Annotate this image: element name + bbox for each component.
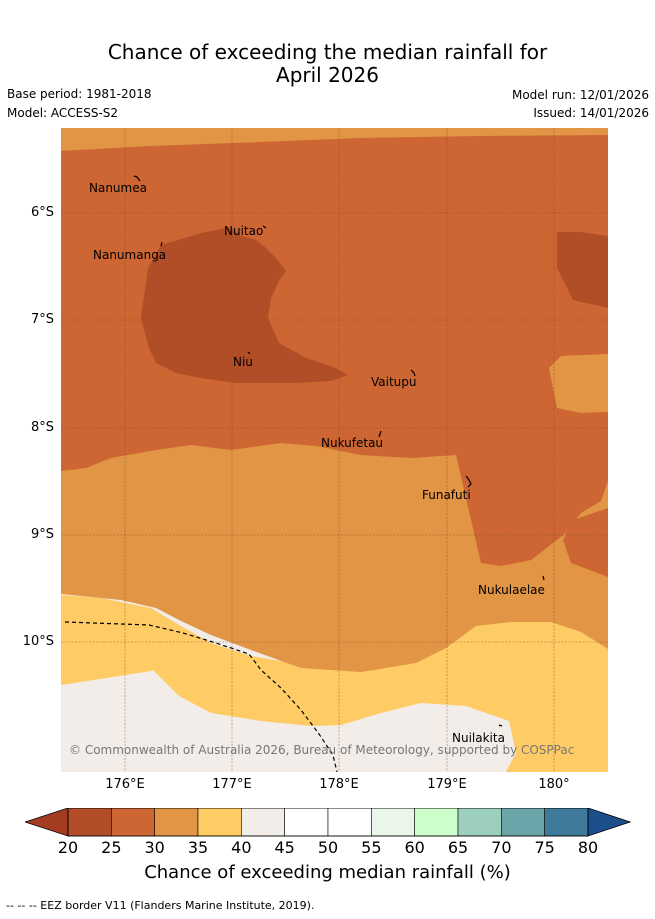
colorbar-label-45: 45 xyxy=(274,838,295,857)
island-nuilakita-shape xyxy=(498,724,503,727)
colorbar-label-60: 60 xyxy=(404,838,425,857)
colorbar-label-25: 25 xyxy=(101,838,122,857)
colorbar-label-35: 35 xyxy=(187,838,209,857)
place-label-nukufetau: Nukufetau xyxy=(321,436,383,450)
colorbar xyxy=(25,808,631,837)
region-30-35-east xyxy=(549,354,608,413)
island-nukufetau-shape xyxy=(378,430,382,438)
lon-tick-178e: 178°E xyxy=(319,777,359,792)
region-25-30-east xyxy=(563,508,608,577)
colorbar-bin-25-30 xyxy=(111,808,155,837)
island-nukulaelae-shape xyxy=(542,575,545,581)
colorbar-bin-60-65 xyxy=(414,808,459,837)
colorbar-label-20: 20 xyxy=(57,838,79,857)
colorbar-bin-50-55 xyxy=(327,808,372,837)
region-20-25 xyxy=(141,227,348,383)
place-label-niu: Niu xyxy=(233,355,253,369)
place-label-nukulaelae: Nukulaelae xyxy=(478,583,545,597)
lat-tick-7s: 7°S xyxy=(30,312,54,327)
place-label-nanumanga: Nanumanga xyxy=(93,248,166,262)
lat-tick-8s: 8°S xyxy=(30,420,54,435)
island-nanumea-shape xyxy=(133,175,141,182)
model-run-text: Model run: 12/01/2026 xyxy=(511,88,649,102)
lat-tick-6s: 6°S xyxy=(30,205,54,220)
model-text: Model: ACCESS-S2 xyxy=(7,106,119,120)
colorbar-bin-30-35 xyxy=(154,808,199,837)
colorbar-label-40: 40 xyxy=(231,838,252,857)
lon-tick-176e: 176°E xyxy=(105,777,145,792)
place-label-nuilakita: Nuilakita xyxy=(452,731,505,745)
lon-tick-179e: 179°E xyxy=(427,777,467,792)
graticule xyxy=(61,128,608,772)
lat-tick-10s: 10°S xyxy=(22,634,54,649)
island-nuitao-shape xyxy=(262,225,267,229)
island-outlines xyxy=(133,175,545,727)
lon-tick-180: 180° xyxy=(538,777,570,792)
colorbar-label-55: 55 xyxy=(361,838,382,857)
colorbar-bin-20-25 xyxy=(67,808,112,837)
island-nanumanga-shape xyxy=(160,241,163,247)
colorbar-over-arrow xyxy=(587,808,631,837)
colorbar-bin-35-40 xyxy=(197,808,242,837)
region-20-25-east xyxy=(557,232,608,308)
colorbar-bin-55-60 xyxy=(371,808,415,837)
colorbar-under-arrow xyxy=(25,808,69,837)
issued-text: Issued: 14/01/2026 xyxy=(533,106,649,120)
colorbar-label-30: 30 xyxy=(144,838,165,857)
colorbar-title: Chance of exceeding median rainfall (%) xyxy=(144,862,511,883)
place-label-funafuti: Funafuti xyxy=(422,488,471,502)
colorbar-bin-70-75 xyxy=(501,808,545,837)
island-funafuti-shape xyxy=(465,475,472,488)
colorbar-label-80: 80 xyxy=(577,838,599,857)
place-label-vaitupu: Vaitupu xyxy=(371,375,417,389)
colorbar-bin-75-80 xyxy=(544,808,589,837)
colorbar-bin-65-70 xyxy=(457,808,502,837)
lon-tick-177e: 177°E xyxy=(212,777,252,792)
colorbar-bin-40-45 xyxy=(241,808,285,837)
base-period-text: Base period: 1981-2018 xyxy=(7,87,152,101)
colorbar-label-70: 70 xyxy=(491,838,512,857)
chart-title-line1: Chance of exceeding the median rainfall … xyxy=(107,40,548,64)
chart-title-line2: April 2026 xyxy=(276,63,379,87)
eez-legend-text: -- -- -- EEZ border V11 (Flanders Marine… xyxy=(6,899,315,912)
rainfall-map: Nanumea Nuitao Nanumanga Niu Vaitupu Nuk… xyxy=(61,128,608,772)
place-label-nuitao: Nuitao xyxy=(224,224,263,238)
colorbar-label-75: 75 xyxy=(534,838,555,857)
copyright-text: © Commonwealth of Australia 2026, Bureau… xyxy=(69,743,574,757)
colorbar-label-65: 65 xyxy=(447,838,469,857)
lat-tick-9s: 9°S xyxy=(30,527,54,542)
island-niu-shape xyxy=(247,351,251,355)
colorbar-frame xyxy=(67,808,589,837)
colorbar-bin-45-50 xyxy=(284,808,329,837)
place-label-nanumea: Nanumea xyxy=(89,181,147,195)
colorbar-bins xyxy=(67,808,589,837)
colorbar-label-50: 50 xyxy=(317,838,339,857)
island-vaitupu-shape xyxy=(410,369,416,377)
eez-border xyxy=(64,621,338,772)
